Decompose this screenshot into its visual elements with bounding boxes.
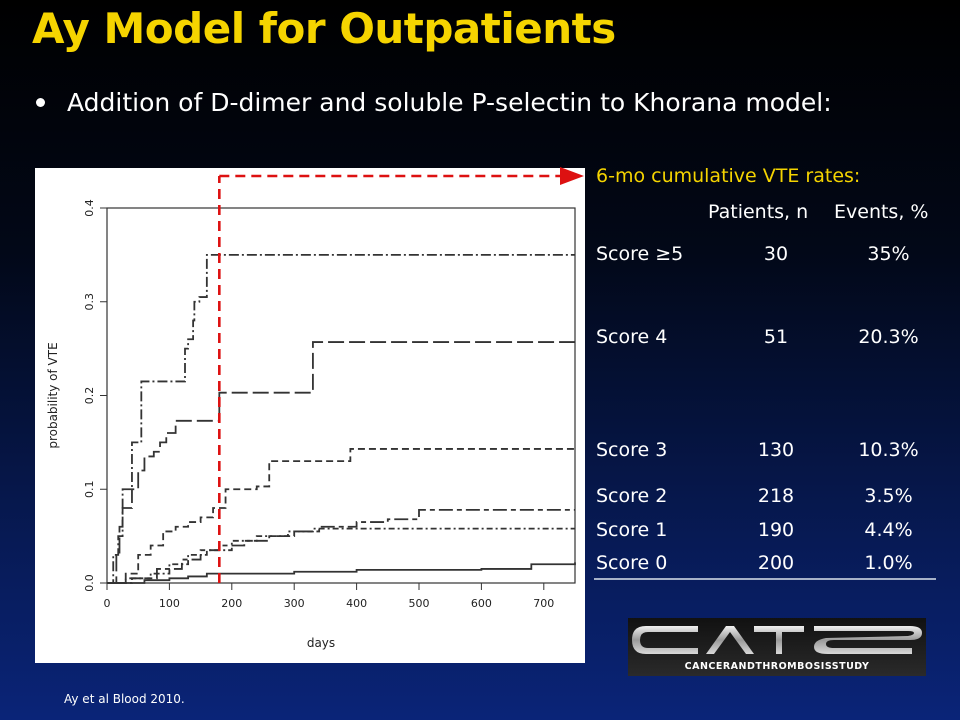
y-tick-label: 0.0: [83, 574, 96, 592]
cats-logo: CANCERANDTHROMBOSISSTUDY: [628, 618, 926, 676]
row-events: 10.3%: [858, 439, 919, 461]
bullet-text: Addition of D-dimer and soluble P-select…: [67, 88, 832, 117]
km-curve-dash-dot: [107, 253, 575, 584]
row-events: 20.3%: [858, 326, 919, 348]
km-curve-dash-short: [107, 448, 575, 584]
x-tick-label: 500: [409, 597, 430, 610]
x-axis-label: days: [307, 636, 335, 650]
x-tick-label: 0: [104, 597, 111, 610]
row-label: Score 4: [596, 326, 668, 348]
km-curve-solid: [107, 562, 576, 584]
row-events: 1.0%: [864, 552, 913, 574]
table-row: Score ≥5 30 35%: [596, 243, 936, 269]
row-label: Score ≥5: [596, 243, 684, 265]
row-label: Score 1: [596, 519, 668, 541]
cats-logo-subtitle: CANCERANDTHROMBOSISSTUDY: [685, 661, 870, 672]
row-label: Score 3: [596, 439, 668, 461]
table-row: Score 1 190 4.4%: [596, 519, 936, 545]
table-row: Score 4 51 20.3%: [596, 326, 936, 352]
row-patients: 190: [757, 519, 795, 541]
bullet-dot-icon: [36, 98, 45, 107]
x-tick-label: 200: [221, 597, 242, 610]
col-header-patients: Patients, n: [708, 201, 809, 223]
citation: Ay et al Blood 2010.: [64, 692, 185, 706]
col-header-events: Events, %: [834, 201, 929, 223]
y-tick-label: 0.4: [83, 199, 96, 217]
row-label: Score 2: [596, 485, 668, 507]
x-tick-label: 400: [346, 597, 367, 610]
row-patients: 218: [757, 485, 795, 507]
y-tick-label: 0.3: [83, 293, 96, 311]
row-events: 4.4%: [864, 519, 913, 541]
x-tick-label: 700: [533, 597, 554, 610]
row-label: Score 0: [596, 552, 668, 574]
arrow-head-icon: [560, 167, 584, 185]
km-chart-panel: 0 100 200 300 400 500 600 700 0.0 0.1 0.2 0.3 0.4 day…: [35, 168, 585, 663]
bullet-row: Addition of D-dimer and soluble P-select…: [36, 88, 832, 117]
y-axis-label: probability of VTE: [46, 342, 60, 448]
table-title: 6-mo cumulative VTE rates:: [596, 165, 861, 187]
km-chart: 0 100 200 300 400 500 600 700 0.0 0.1 0.2 0.3 0.4 day…: [46, 199, 576, 650]
cats-logo-icon: CANCERANDTHROMBOSISSTUDY: [632, 626, 922, 672]
row-patients: 30: [763, 243, 789, 265]
chart-series: [107, 253, 576, 584]
table-row: Score 3 130 10.3%: [596, 439, 936, 465]
table-row: Score 2 218 3.5%: [596, 485, 936, 511]
table-row: Score 0 200 1.0%: [596, 552, 936, 578]
x-tick-label: 300: [284, 597, 305, 610]
y-tick-label: 0.2: [83, 387, 96, 405]
x-tick-label: 100: [159, 597, 180, 610]
row-patients: 130: [757, 439, 795, 461]
slide-title: Ay Model for Outpatients: [32, 4, 616, 53]
km-curve-long-dash: [107, 341, 575, 584]
row-patients: 200: [757, 552, 795, 574]
row-events: 3.5%: [864, 485, 913, 507]
row-events: 35%: [867, 243, 910, 265]
chart-axes: 0 100 200 300 400 500 600 700 0.0 0.1 0.2 0.3 0.4 day…: [46, 199, 554, 650]
row-patients: 51: [763, 326, 789, 348]
x-tick-label: 600: [471, 597, 492, 610]
table-divider: [594, 578, 936, 580]
y-tick-label: 0.1: [83, 481, 96, 499]
